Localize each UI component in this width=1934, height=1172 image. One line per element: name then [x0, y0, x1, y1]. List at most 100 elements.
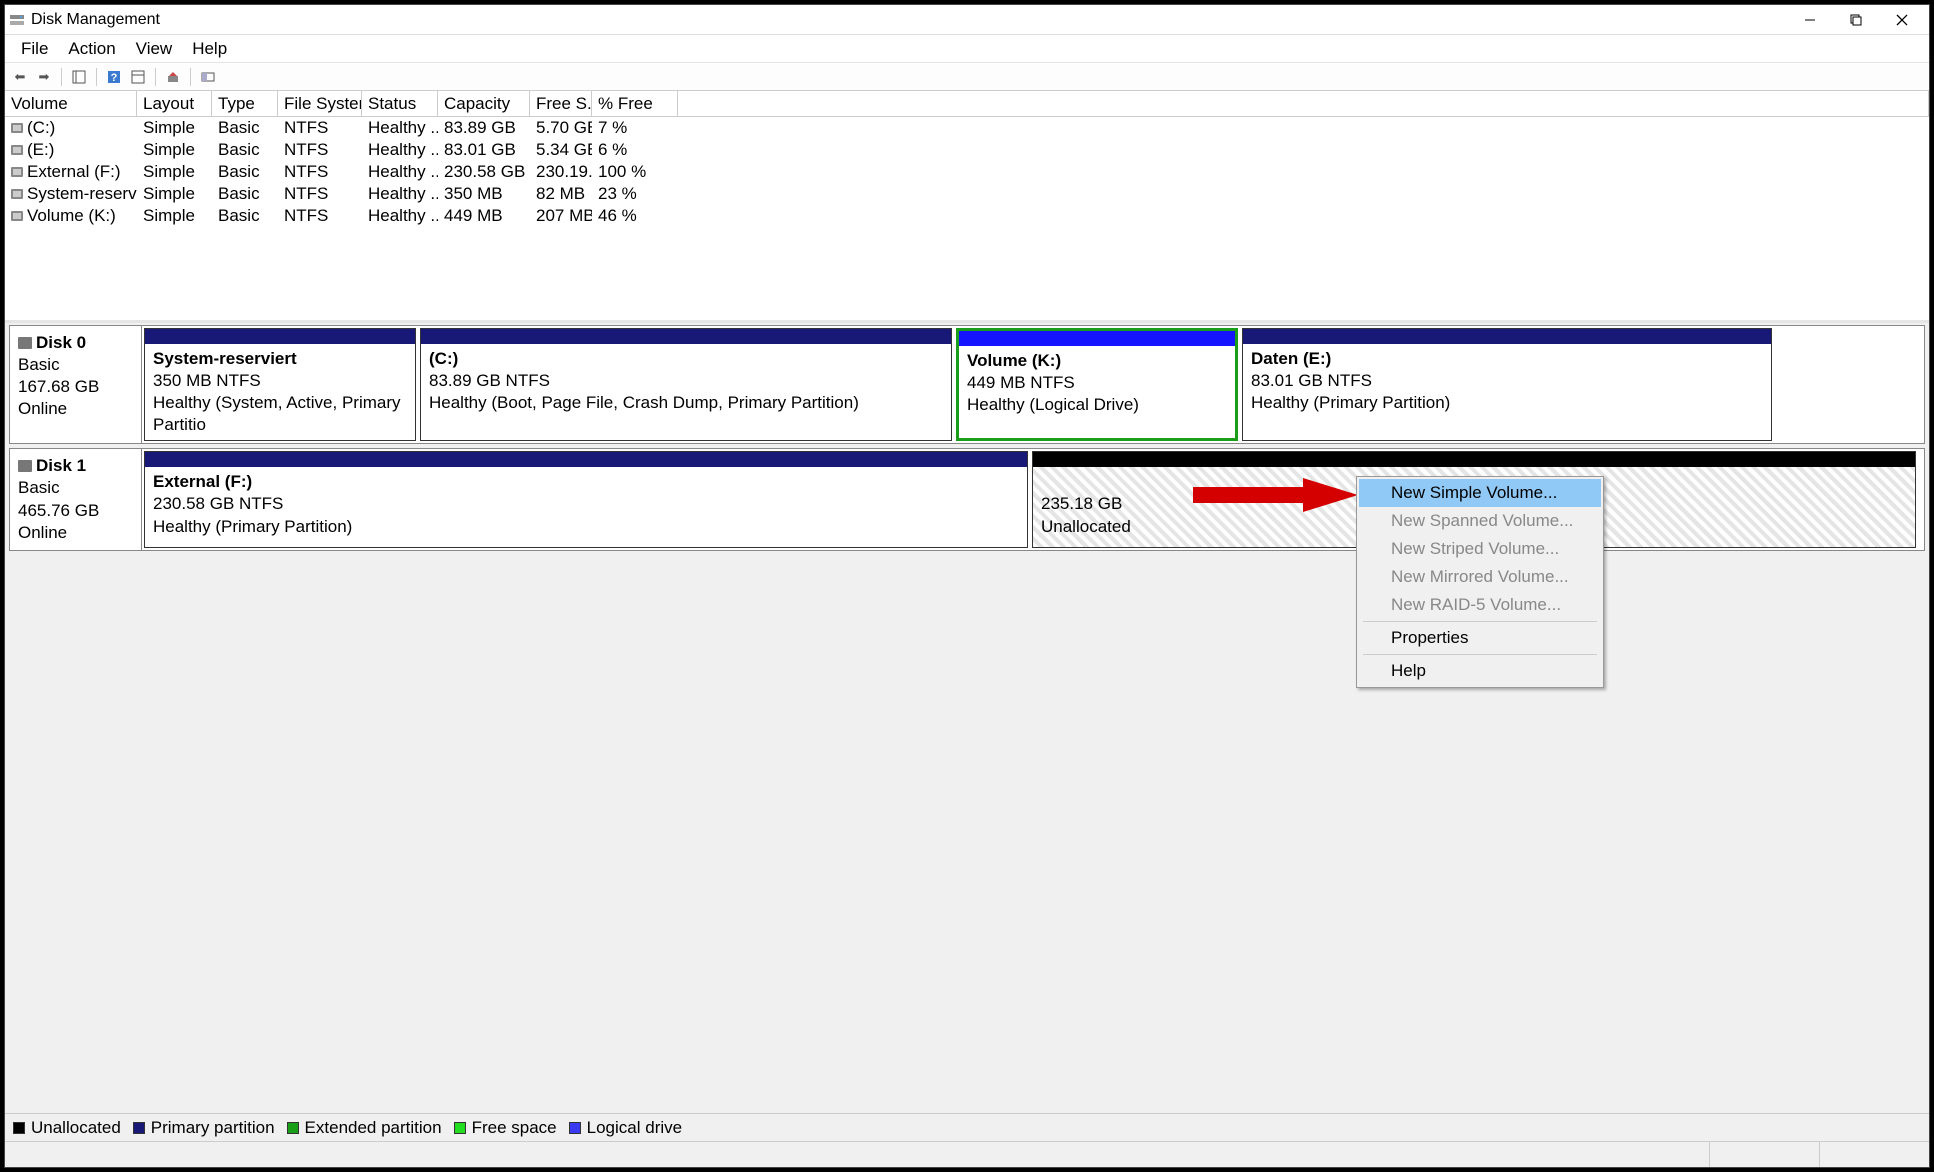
volume-row[interactable]: External (F:) Simple Basic NTFS Healthy …: [5, 161, 1929, 183]
volume-fs: NTFS: [278, 117, 362, 139]
legend-extended: Extended partition: [305, 1118, 442, 1138]
volume-fs: NTFS: [278, 183, 362, 205]
disk-graphical-area: Disk 0 Basic 167.68 GB Online System-res…: [5, 323, 1929, 1141]
volume-type: Basic: [212, 161, 278, 183]
menu-view[interactable]: View: [126, 37, 183, 61]
disk-name: Disk 1: [36, 455, 86, 477]
disk-size: 167.68 GB: [18, 376, 133, 398]
disk-status: Online: [18, 398, 133, 420]
volume-free: 230.19...: [530, 161, 592, 183]
volume-capacity: 350 MB: [438, 183, 530, 205]
col-capacity[interactable]: Capacity: [438, 91, 530, 116]
volume-capacity: 83.01 GB: [438, 139, 530, 161]
toolbar-btn-2[interactable]: [127, 66, 149, 88]
partition-bar: [145, 329, 415, 344]
volume-list[interactable]: (C:) Simple Basic NTFS Healthy ... 83.89…: [5, 117, 1929, 227]
disk-row: Disk 1 Basic 465.76 GB Online External (…: [9, 448, 1925, 550]
toolbar-btn-1[interactable]: [68, 66, 90, 88]
partition-status: Healthy (Boot, Page File, Crash Dump, Pr…: [429, 392, 943, 414]
partition-body: Daten (E:) 83.01 GB NTFS Healthy (Primar…: [1243, 344, 1771, 440]
volume-pct: 6 %: [592, 139, 678, 161]
menu-action[interactable]: Action: [58, 37, 125, 61]
volume-icon: [11, 167, 23, 177]
maximize-button[interactable]: [1833, 5, 1879, 35]
volume-free: 207 MB: [530, 205, 592, 227]
partition[interactable]: (C:) 83.89 GB NTFS Healthy (Boot, Page F…: [420, 328, 952, 441]
partition-sub: 449 MB NTFS: [967, 372, 1227, 394]
partition-bar: [1243, 329, 1771, 344]
legend-free: Free space: [472, 1118, 557, 1138]
volume-layout: Simple: [137, 183, 212, 205]
col-layout[interactable]: Layout: [137, 91, 212, 116]
disk-row: Disk 0 Basic 167.68 GB Online System-res…: [9, 325, 1925, 444]
toolbar-btn-3[interactable]: [162, 66, 184, 88]
volume-layout: Simple: [137, 161, 212, 183]
toolbar-btn-4[interactable]: [197, 66, 219, 88]
volume-status: Healthy ...: [362, 183, 438, 205]
col-fs[interactable]: File System: [278, 91, 362, 116]
context-menu-item[interactable]: Help: [1359, 657, 1601, 685]
disk-name: Disk 0: [36, 332, 86, 354]
volume-status: Healthy ...: [362, 117, 438, 139]
disk-info[interactable]: Disk 0 Basic 167.68 GB Online: [10, 326, 142, 443]
legend: Unallocated Primary partition Extended p…: [5, 1113, 1929, 1141]
col-type[interactable]: Type: [212, 91, 278, 116]
col-free[interactable]: Free S...: [530, 91, 592, 116]
partition-label: System-reserviert: [153, 348, 407, 370]
statusbar: [5, 1141, 1929, 1167]
disk-size: 465.76 GB: [18, 500, 133, 522]
volume-icon: [11, 211, 23, 221]
context-menu-item[interactable]: New Simple Volume...: [1359, 479, 1601, 507]
volume-row[interactable]: System-reservi... Simple Basic NTFS Heal…: [5, 183, 1929, 205]
volume-free: 5.70 GB: [530, 117, 592, 139]
menubar: File Action View Help: [5, 35, 1929, 63]
volume-row[interactable]: (C:) Simple Basic NTFS Healthy ... 83.89…: [5, 117, 1929, 139]
partition[interactable]: System-reserviert 350 MB NTFS Healthy (S…: [144, 328, 416, 441]
minimize-button[interactable]: [1787, 5, 1833, 35]
arrow-annotation: [1193, 475, 1363, 515]
close-button[interactable]: [1879, 5, 1925, 35]
menu-separator: [1363, 621, 1597, 622]
partition-bar: [1033, 452, 1915, 467]
partition-bar: [145, 452, 1027, 467]
volume-icon: [11, 123, 23, 133]
partitions-container: External (F:) 230.58 GB NTFS Healthy (Pr…: [142, 449, 1924, 549]
partition[interactable]: Volume (K:) 449 MB NTFS Healthy (Logical…: [956, 328, 1238, 441]
back-button[interactable]: ⬅: [9, 66, 31, 88]
toolbar: ⬅ ➡ ?: [5, 63, 1929, 91]
context-menu-item: New Striped Volume...: [1359, 535, 1601, 563]
partition-sub: 350 MB NTFS: [153, 370, 407, 392]
volume-row[interactable]: (E:) Simple Basic NTFS Healthy ... 83.01…: [5, 139, 1929, 161]
volume-fs: NTFS: [278, 161, 362, 183]
partition[interactable]: External (F:) 230.58 GB NTFS Healthy (Pr…: [144, 451, 1028, 547]
partition-body: External (F:) 230.58 GB NTFS Healthy (Pr…: [145, 467, 1027, 546]
volume-type: Basic: [212, 139, 278, 161]
disk-type: Basic: [18, 354, 133, 376]
volume-icon: [11, 189, 23, 199]
partition-sub: 83.89 GB NTFS: [429, 370, 943, 392]
partition-sub: 83.01 GB NTFS: [1251, 370, 1763, 392]
volume-row[interactable]: Volume (K:) Simple Basic NTFS Healthy ..…: [5, 205, 1929, 227]
help-button[interactable]: ?: [103, 66, 125, 88]
menu-file[interactable]: File: [11, 37, 58, 61]
volume-list-header: Volume Layout Type File System Status Ca…: [5, 91, 1929, 117]
legend-primary: Primary partition: [151, 1118, 275, 1138]
partition-body: Volume (K:) 449 MB NTFS Healthy (Logical…: [959, 346, 1235, 438]
col-pct[interactable]: % Free: [592, 91, 678, 116]
volume-list-area: Volume Layout Type File System Status Ca…: [5, 91, 1929, 323]
volume-capacity: 230.58 GB: [438, 161, 530, 183]
col-status[interactable]: Status: [362, 91, 438, 116]
partition-label: Daten (E:): [1251, 348, 1763, 370]
app-icon: [9, 12, 25, 28]
context-menu-item[interactable]: Properties: [1359, 624, 1601, 652]
volume-type: Basic: [212, 117, 278, 139]
volume-pct: 46 %: [592, 205, 678, 227]
disk-info[interactable]: Disk 1 Basic 465.76 GB Online: [10, 449, 142, 549]
partition[interactable]: Daten (E:) 83.01 GB NTFS Healthy (Primar…: [1242, 328, 1772, 441]
forward-button[interactable]: ➡: [33, 66, 55, 88]
menu-help[interactable]: Help: [182, 37, 237, 61]
legend-swatch-logical: [569, 1122, 581, 1134]
volume-free: 82 MB: [530, 183, 592, 205]
col-volume[interactable]: Volume: [5, 91, 137, 116]
volume-layout: Simple: [137, 139, 212, 161]
